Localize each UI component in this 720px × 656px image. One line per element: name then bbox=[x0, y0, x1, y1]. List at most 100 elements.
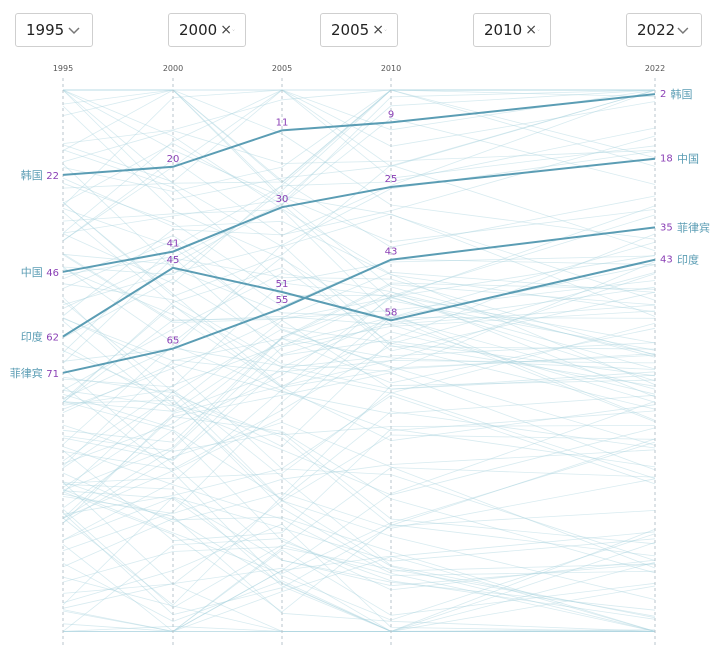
background-series-line bbox=[62, 203, 656, 351]
selector-value: 2022 bbox=[637, 21, 676, 39]
series-start-label: 印度 62 bbox=[21, 329, 59, 343]
background-series-line bbox=[62, 241, 656, 519]
background-series-line bbox=[62, 399, 656, 502]
rank-label: 55 bbox=[276, 295, 289, 306]
background-lines bbox=[62, 89, 656, 632]
background-series-line bbox=[62, 177, 656, 313]
background-series-line bbox=[63, 549, 656, 632]
background-series-line bbox=[62, 271, 656, 410]
background-series-line bbox=[62, 267, 656, 403]
background-series-line bbox=[62, 89, 655, 189]
selector-2022[interactable]: 2022 bbox=[626, 13, 702, 47]
background-series-line bbox=[62, 363, 656, 415]
background-series-line bbox=[62, 416, 656, 574]
background-series-line bbox=[62, 320, 656, 413]
series-end-label: 韩国 bbox=[671, 87, 693, 101]
background-series-line bbox=[62, 89, 655, 192]
rank-label: 25 bbox=[385, 174, 398, 185]
background-series-line bbox=[62, 150, 656, 306]
background-series-line bbox=[62, 127, 656, 353]
background-series-line bbox=[62, 89, 656, 201]
clear-x-icon[interactable]: × bbox=[525, 22, 537, 38]
background-series-line bbox=[62, 89, 655, 276]
background-series-line bbox=[62, 89, 656, 207]
background-series-line bbox=[63, 531, 656, 632]
background-series-line bbox=[62, 350, 656, 572]
background-series-line bbox=[62, 284, 656, 412]
background-series-line bbox=[62, 490, 656, 621]
year-tick-label: 2005 bbox=[272, 64, 292, 73]
background-series-line bbox=[62, 567, 655, 632]
background-series-line bbox=[62, 278, 656, 348]
rank-label: 51 bbox=[276, 279, 289, 290]
series-start-label: 中国 46 bbox=[21, 266, 59, 279]
background-series-line bbox=[62, 428, 656, 542]
selector-2005[interactable]: 2005 × bbox=[320, 13, 398, 47]
rank-label: 11 bbox=[276, 117, 289, 128]
background-series-line bbox=[62, 130, 656, 164]
background-series-line bbox=[62, 394, 656, 526]
background-series-line bbox=[62, 379, 656, 606]
background-series-line bbox=[62, 508, 656, 609]
series-start-label: 韩国 22 bbox=[21, 168, 59, 182]
series-end-label: 印度 bbox=[677, 253, 699, 267]
rank-label: 18 bbox=[660, 154, 673, 165]
background-series-line bbox=[62, 496, 656, 611]
background-series-line bbox=[62, 344, 656, 496]
series-start-label: 菲律宾 71 bbox=[10, 366, 59, 380]
background-series-line bbox=[62, 89, 656, 243]
background-series-line bbox=[62, 214, 656, 541]
selector-value: 2010 bbox=[484, 21, 523, 39]
selector-2000[interactable]: 2000 × bbox=[168, 13, 246, 47]
clear-x-icon[interactable]: × bbox=[372, 22, 384, 38]
rank-label: 41 bbox=[167, 239, 180, 250]
series-line bbox=[62, 157, 656, 273]
rank-label: 43 bbox=[660, 255, 673, 266]
selector-1995[interactable]: 1995 bbox=[15, 13, 93, 47]
background-series-line bbox=[62, 481, 656, 632]
series-end-label: 中国 bbox=[677, 153, 699, 166]
background-series-line bbox=[62, 261, 656, 372]
background-series-line bbox=[62, 510, 656, 616]
background-series-line bbox=[62, 205, 656, 429]
selector-value: 1995 bbox=[26, 21, 65, 39]
background-series-line bbox=[62, 89, 656, 144]
background-series-line bbox=[62, 243, 656, 362]
selector-2010[interactable]: 2010 × bbox=[473, 13, 551, 47]
selector-value: 2000 bbox=[179, 21, 218, 39]
background-series-line bbox=[62, 389, 656, 619]
background-series-line bbox=[62, 491, 656, 613]
clear-x-icon[interactable]: × bbox=[220, 22, 232, 38]
rank-label: 35 bbox=[660, 222, 673, 233]
chevron-down-icon bbox=[232, 29, 235, 31]
background-series-line bbox=[62, 211, 656, 388]
background-series-line bbox=[62, 328, 656, 394]
chevron-down-icon bbox=[677, 27, 689, 35]
year-tick-label: 2022 bbox=[645, 64, 665, 73]
rank-label: 2 bbox=[660, 89, 666, 100]
background-series-line bbox=[62, 89, 656, 284]
background-series-line bbox=[62, 392, 656, 484]
series-end-label: 菲律宾 bbox=[677, 220, 710, 234]
series-line bbox=[62, 258, 656, 338]
background-series-line bbox=[62, 272, 656, 398]
background-series-line bbox=[62, 233, 656, 356]
background-series-line bbox=[62, 441, 656, 575]
background-series-line bbox=[62, 449, 656, 514]
background-series-line bbox=[62, 291, 656, 519]
rank-label: 58 bbox=[385, 307, 398, 318]
rank-label: 9 bbox=[388, 109, 394, 120]
background-series-line bbox=[62, 359, 656, 467]
background-series-line bbox=[62, 372, 656, 519]
year-tick-label: 2010 bbox=[381, 64, 401, 73]
series-line bbox=[62, 226, 656, 374]
chevron-down-icon bbox=[68, 27, 80, 35]
rank-label: 30 bbox=[276, 194, 289, 205]
background-series-line bbox=[62, 542, 656, 632]
background-series-line bbox=[63, 89, 656, 301]
year-tick-label: 1995 bbox=[53, 64, 73, 73]
background-series-line bbox=[62, 208, 656, 387]
background-series-line bbox=[62, 268, 656, 442]
selector-value: 2005 bbox=[331, 21, 370, 39]
